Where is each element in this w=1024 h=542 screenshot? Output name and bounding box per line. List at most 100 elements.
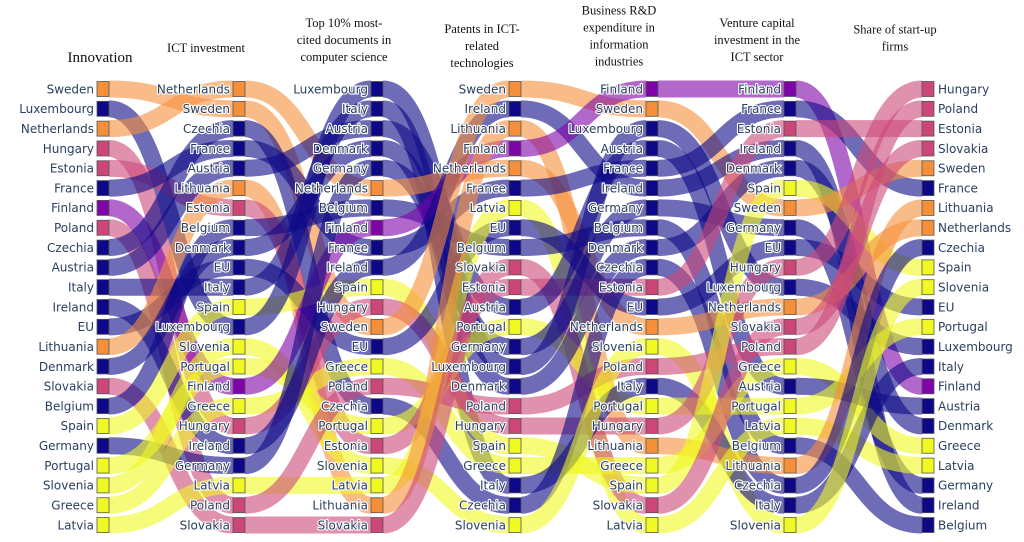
node-greece-stage-1[interactable]: Greece — [51, 497, 110, 514]
node-marker[interactable] — [370, 180, 384, 197]
node-poland-stage-4[interactable]: Poland — [465, 398, 522, 415]
node-marker[interactable] — [370, 279, 384, 296]
node-latvia-stage-1[interactable]: Latvia — [57, 517, 110, 533]
node-marker[interactable] — [232, 358, 246, 375]
node-marker[interactable] — [96, 497, 110, 514]
node-marker[interactable] — [783, 457, 797, 474]
node-marker[interactable] — [96, 259, 110, 276]
node-marker[interactable] — [370, 219, 384, 236]
node-estonia-stage-4[interactable]: Estonia — [461, 279, 522, 296]
node-marker[interactable] — [508, 100, 522, 117]
node-netherlands-stage-3[interactable]: Netherlands — [294, 180, 384, 197]
node-portugal-stage-7[interactable]: Portugal — [921, 318, 988, 335]
node-marker[interactable] — [508, 200, 522, 216]
node-sweden-stage-3[interactable]: Sweden — [319, 318, 384, 335]
node-marker[interactable] — [645, 318, 659, 335]
node-ireland-stage-3[interactable]: Ireland — [325, 259, 384, 276]
node-denmark-stage-7[interactable]: Denmark — [921, 418, 993, 434]
node-sweden-stage-1[interactable]: Sweden — [47, 81, 110, 97]
node-denmark-stage-2[interactable]: Denmark — [174, 239, 246, 256]
node-greece-stage-3[interactable]: Greece — [324, 358, 384, 375]
node-spain-stage-2[interactable]: Spain — [195, 299, 246, 315]
node-marker[interactable] — [783, 338, 797, 355]
node-greece-stage-7[interactable]: Greece — [921, 437, 981, 454]
node-marker[interactable] — [370, 120, 384, 137]
node-spain-stage-7[interactable]: Spain — [921, 259, 972, 276]
node-marker[interactable] — [783, 81, 797, 97]
node-marker[interactable] — [645, 299, 659, 315]
node-slovakia-stage-2[interactable]: Slovakia — [179, 517, 246, 533]
node-poland-stage-3[interactable]: Poland — [327, 378, 384, 395]
node-france-stage-2[interactable]: France — [189, 140, 246, 157]
node-marker[interactable] — [508, 338, 522, 355]
node-marker[interactable] — [645, 338, 659, 355]
node-marker[interactable] — [96, 318, 110, 335]
node-marker[interactable] — [232, 120, 246, 137]
node-marker[interactable] — [96, 358, 110, 375]
node-netherlands-stage-2[interactable]: Netherlands — [156, 81, 246, 97]
node-eu-stage-3[interactable]: EU — [351, 338, 384, 355]
node-portugal-stage-3[interactable]: Portugal — [317, 418, 384, 434]
node-marker[interactable] — [645, 358, 659, 375]
node-marker[interactable] — [370, 378, 384, 395]
node-portugal-stage-4[interactable]: Portugal — [455, 318, 522, 335]
node-denmark-stage-1[interactable]: Denmark — [39, 358, 110, 375]
node-marker[interactable] — [508, 477, 522, 494]
node-marker[interactable] — [783, 140, 797, 157]
node-marker[interactable] — [783, 160, 797, 177]
node-belgium-stage-3[interactable]: Belgium — [318, 200, 384, 216]
node-marker[interactable] — [370, 437, 384, 454]
node-czechia-stage-4[interactable]: Czechia — [458, 497, 522, 514]
node-germany-stage-2[interactable]: Germany — [174, 457, 246, 474]
node-marker[interactable] — [921, 81, 935, 97]
node-slovakia-stage-1[interactable]: Slovakia — [44, 378, 110, 395]
node-denmark-stage-6[interactable]: Denmark — [725, 160, 797, 177]
node-marker[interactable] — [783, 219, 797, 236]
node-france-stage-4[interactable]: France — [465, 180, 522, 197]
node-marker[interactable] — [783, 398, 797, 415]
node-marker[interactable] — [921, 140, 935, 157]
node-finland-stage-7[interactable]: Finland — [921, 378, 981, 395]
node-latvia-stage-5[interactable]: Latvia — [605, 517, 659, 533]
node-marker[interactable] — [508, 81, 522, 97]
node-czechia-stage-6[interactable]: Czechia — [733, 477, 797, 494]
node-slovenia-stage-5[interactable]: Slovenia — [591, 338, 659, 355]
node-slovenia-stage-2[interactable]: Slovenia — [178, 338, 246, 355]
node-lithuania-stage-5[interactable]: Lithuania — [586, 437, 659, 454]
node-belgium-stage-6[interactable]: Belgium — [731, 437, 797, 454]
node-marker[interactable] — [370, 418, 384, 434]
node-latvia-stage-7[interactable]: Latvia — [921, 457, 975, 474]
node-marker[interactable] — [508, 160, 522, 177]
node-marker[interactable] — [508, 120, 522, 137]
node-marker[interactable] — [370, 398, 384, 415]
node-marker[interactable] — [645, 180, 659, 197]
node-portugal-stage-1[interactable]: Portugal — [44, 457, 110, 474]
node-slovenia-stage-7[interactable]: Slovenia — [921, 279, 989, 296]
node-marker[interactable] — [645, 418, 659, 434]
node-marker[interactable] — [508, 497, 522, 514]
node-greece-stage-6[interactable]: Greece — [737, 358, 797, 375]
node-marker[interactable] — [645, 517, 659, 533]
node-portugal-stage-6[interactable]: Portugal — [730, 398, 797, 415]
node-luxembourg-stage-1[interactable]: Luxembourg — [19, 100, 110, 117]
node-latvia-stage-6[interactable]: Latvia — [743, 418, 797, 434]
node-austria-stage-2[interactable]: Austria — [186, 160, 246, 177]
node-marker[interactable] — [508, 180, 522, 197]
node-marker[interactable] — [783, 358, 797, 375]
node-marker[interactable] — [921, 120, 935, 137]
node-luxembourg-stage-7[interactable]: Luxembourg — [921, 338, 1013, 355]
node-finland-stage-4[interactable]: Finland — [462, 140, 522, 157]
node-marker[interactable] — [232, 200, 246, 216]
node-marker[interactable] — [921, 259, 935, 276]
node-italy-stage-1[interactable]: Italy — [68, 279, 110, 296]
node-hungary-stage-5[interactable]: Hungary — [591, 418, 659, 434]
node-italy-stage-6[interactable]: Italy — [754, 497, 797, 514]
node-belgium-stage-4[interactable]: Belgium — [456, 239, 522, 256]
node-lithuania-stage-4[interactable]: Lithuania — [449, 120, 522, 137]
node-marker[interactable] — [232, 477, 246, 494]
node-spain-stage-4[interactable]: Spain — [471, 437, 522, 454]
node-luxembourg-stage-4[interactable]: Luxembourg — [430, 358, 522, 375]
node-marker[interactable] — [921, 279, 935, 296]
node-marker[interactable] — [645, 81, 659, 97]
node-marker[interactable] — [232, 318, 246, 335]
